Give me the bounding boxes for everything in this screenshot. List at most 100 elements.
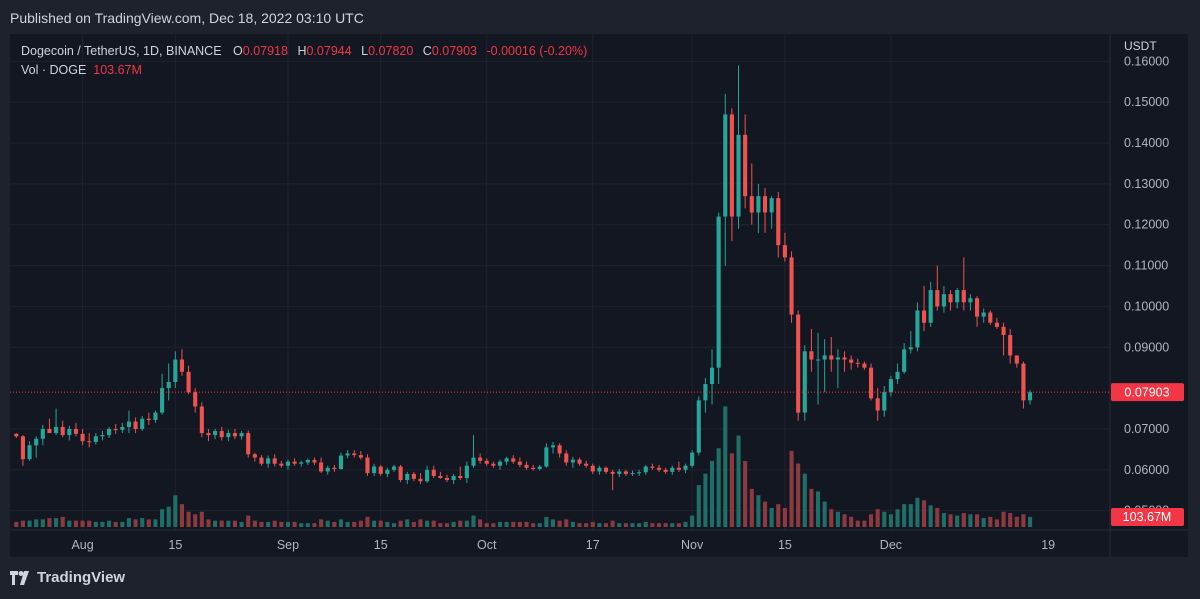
candle-body bbox=[312, 460, 317, 463]
volume-bar bbox=[610, 520, 615, 527]
candle-body bbox=[153, 412, 158, 420]
volume-bar bbox=[577, 523, 582, 527]
volume-bar bbox=[20, 520, 25, 527]
candle-body bbox=[935, 290, 940, 307]
volume-bar bbox=[345, 521, 350, 527]
candle-body bbox=[683, 465, 688, 470]
volume-bar bbox=[504, 521, 509, 527]
volume-bar bbox=[54, 518, 59, 527]
volume-bar bbox=[955, 515, 960, 527]
volume-bar bbox=[259, 521, 264, 527]
candle-body bbox=[266, 458, 271, 464]
tradingview-logo-icon bbox=[10, 570, 29, 585]
candle-body bbox=[842, 357, 847, 360]
candle-body bbox=[40, 428, 45, 439]
volume-bar bbox=[531, 523, 536, 527]
candle-body bbox=[815, 359, 821, 361]
published-header: Published on TradingView.com, Dec 18, 20… bbox=[0, 0, 1200, 34]
candle-body bbox=[835, 357, 840, 360]
candle-body bbox=[888, 379, 893, 393]
volume-bar bbox=[868, 514, 874, 527]
candle-body bbox=[941, 294, 946, 307]
volume-bar bbox=[372, 520, 377, 527]
candle-body bbox=[464, 465, 469, 478]
candle-body bbox=[988, 312, 993, 323]
volume-bar bbox=[471, 515, 476, 527]
volume-bar bbox=[756, 495, 761, 527]
volume-bar bbox=[670, 523, 675, 527]
volume-bar bbox=[358, 520, 363, 527]
candle-body bbox=[398, 466, 403, 481]
candle-body bbox=[743, 134, 748, 197]
symbol-title: Dogecoin / TetherUS, 1D, BINANCE bbox=[21, 44, 222, 58]
volume-bar bbox=[398, 520, 403, 527]
candle-body bbox=[955, 290, 960, 303]
candle-body bbox=[252, 454, 257, 458]
candle-body bbox=[537, 466, 542, 469]
price-tick-label: 0.11000 bbox=[1124, 259, 1168, 273]
candle-body bbox=[928, 290, 933, 323]
volume-bar bbox=[557, 520, 562, 527]
candle-body bbox=[504, 458, 509, 462]
time-tick-label: Nov bbox=[681, 538, 704, 552]
time-axis[interactable]: Aug 15 Sep 15 Oct 17 Nov 15 Dec 19 bbox=[71, 538, 1055, 552]
price-axis[interactable]: USDT 0.16000 0.15000 0.14000 0.13000 0.12000… bbox=[10, 34, 1188, 557]
last-price-badge: 0.07903 bbox=[1111, 383, 1184, 402]
volume-bar bbox=[676, 523, 681, 527]
candlestick-chart[interactable]: USDT 0.16000 0.15000 0.14000 0.13000 0.12000… bbox=[0, 0, 1200, 557]
candle-body bbox=[206, 433, 211, 436]
volume-bar bbox=[895, 509, 900, 527]
candle-body bbox=[531, 467, 536, 469]
candle-body bbox=[862, 363, 867, 368]
volume-bar bbox=[723, 406, 728, 527]
candle-body bbox=[868, 367, 874, 399]
candle-body bbox=[279, 463, 284, 466]
candle-body bbox=[484, 460, 489, 464]
candle-body bbox=[902, 349, 907, 372]
volume-badge: 103.67M bbox=[1111, 508, 1184, 526]
volume-bar bbox=[206, 519, 211, 527]
candle-body bbox=[709, 367, 715, 385]
volume-bar bbox=[365, 516, 370, 527]
candle-body bbox=[87, 441, 92, 443]
volume-bar bbox=[378, 520, 383, 527]
candle-body bbox=[73, 428, 78, 434]
volume-bar bbox=[564, 519, 569, 527]
volume-bar bbox=[246, 515, 251, 527]
high-label: H bbox=[297, 44, 307, 58]
volume-bar bbox=[391, 523, 397, 527]
candle-body bbox=[179, 359, 185, 372]
candle-body bbox=[729, 114, 734, 217]
tradingview-logo[interactable]: TradingView bbox=[10, 569, 125, 586]
candle-body bbox=[716, 216, 721, 368]
volume-bar bbox=[60, 516, 65, 527]
candle-body bbox=[60, 426, 65, 436]
candle-body bbox=[378, 466, 383, 474]
volume-bar bbox=[120, 521, 125, 527]
candle-body bbox=[643, 466, 648, 473]
candle-body bbox=[895, 371, 900, 380]
volume-bar bbox=[107, 520, 112, 527]
candle-body bbox=[497, 461, 503, 466]
volume-bar bbox=[809, 488, 814, 527]
volume-bar bbox=[915, 497, 920, 527]
volume-bar bbox=[266, 521, 271, 527]
candle-body bbox=[961, 290, 966, 303]
volume-bar bbox=[40, 519, 45, 527]
volume-bar bbox=[709, 460, 715, 527]
candle-body bbox=[160, 388, 165, 413]
volume-label: 103.67M bbox=[1123, 510, 1172, 524]
candle-body bbox=[829, 355, 834, 360]
candle-body bbox=[471, 457, 476, 466]
candle-body bbox=[855, 362, 860, 364]
candle-body bbox=[676, 467, 681, 470]
volume-bar bbox=[73, 520, 78, 527]
candle-body bbox=[822, 355, 827, 360]
volume-bar bbox=[491, 523, 496, 527]
candle-body bbox=[100, 435, 105, 437]
volume-bar bbox=[802, 473, 807, 527]
candle-body bbox=[908, 347, 913, 350]
volume-bar bbox=[849, 516, 854, 527]
volume-bar bbox=[285, 521, 291, 527]
price-tick-label: 0.09000 bbox=[1124, 340, 1169, 354]
